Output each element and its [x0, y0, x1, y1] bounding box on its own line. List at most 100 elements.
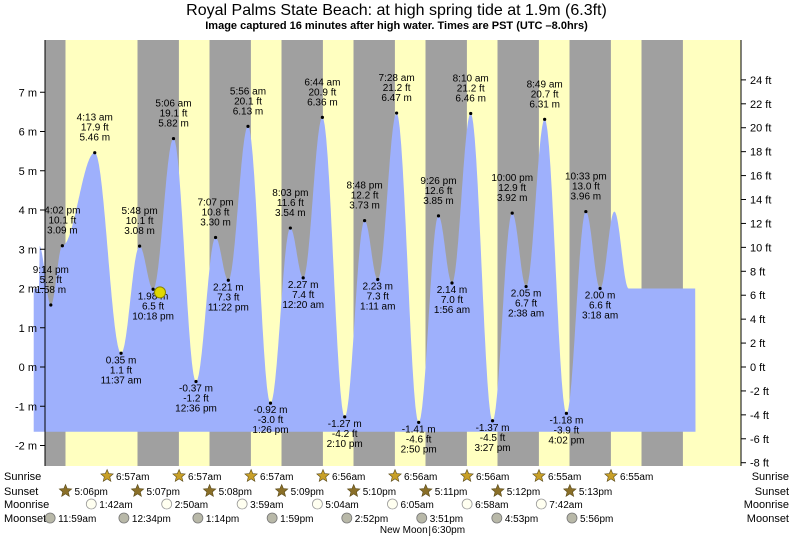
high-tide-label: 1.58 m [36, 285, 67, 296]
y-tick-label-ft: 6 ft [750, 290, 765, 302]
high-tide-point [49, 303, 53, 307]
low-tide-label: 10:18 pm [132, 311, 174, 322]
y-tick-label-m: -1 m [15, 401, 37, 413]
high-tide-point [584, 209, 588, 214]
sunset-icon [346, 483, 361, 497]
sunrise-time: 6:56am [476, 472, 509, 483]
high-tide-point [93, 151, 97, 155]
y-tick-label-ft: -8 ft [750, 458, 769, 470]
y-tick-label-ft: 12 ft [750, 218, 771, 230]
y-tick-label-m: 7 m [19, 87, 37, 99]
new-moon-label: New Moon [380, 525, 428, 536]
y-tick-label-ft: 20 ft [750, 123, 771, 135]
low-tide-label: -4.5 ft [480, 433, 506, 444]
high-tide-point [320, 115, 324, 119]
moonset-icon [192, 512, 204, 524]
low-tide-point [301, 276, 305, 280]
low-tide-label: 0.35 m [106, 355, 137, 366]
high-tide-label: 6.36 m [307, 97, 338, 108]
chart-subtitle: Image captured 16 minutes after high wat… [205, 20, 588, 32]
sunrise-icon [100, 468, 114, 482]
y-tick-label-ft: 4 ft [750, 314, 765, 326]
y-tick-label-ft: 18 ft [750, 147, 771, 159]
tide-area [33, 113, 696, 432]
moonrise-icon [387, 498, 398, 510]
sunset-icon [58, 483, 73, 497]
high-tide-label: 6.46 m [455, 93, 486, 104]
moonset-time: 4:53pm [505, 514, 538, 525]
high-tide-label: 6:44 am [304, 77, 340, 88]
tide-curve-area [33, 113, 696, 432]
sunrise-icon [460, 468, 474, 482]
moonrise-icon [535, 498, 547, 510]
y-tick-label-ft: 14 ft [750, 195, 771, 207]
low-tide-point [194, 379, 198, 384]
high-tide-label: 3.85 m [423, 196, 454, 207]
sunrise-icon [172, 468, 186, 482]
low-tide-point [417, 420, 421, 424]
high-tide-label: 13.0 ft [572, 182, 600, 193]
sunset-time: 5:07pm [147, 487, 180, 498]
moonset-icon [266, 512, 278, 524]
sunrise-icon [532, 468, 546, 482]
row-label-right: Moonset [747, 513, 789, 525]
y-tick-label-m: -2 m [15, 441, 37, 453]
high-tide-label: 6.13 m [233, 106, 264, 117]
sunset-time: 5:11pm [435, 487, 468, 498]
low-tide-point [450, 281, 454, 285]
high-tide-label: 8:49 am [527, 79, 563, 90]
high-tide-label: 3.09 m [47, 226, 78, 237]
sunrise-time: 6:55am [620, 472, 653, 483]
high-tide-label: 10.8 ft [202, 207, 230, 218]
high-tide-label: 9:26 pm [420, 176, 456, 187]
moonset-time: 2:52pm [355, 514, 388, 525]
low-tide-point [598, 286, 602, 291]
high-tide-label: 20.1 ft [234, 96, 262, 107]
y-tick-label-ft: 8 ft [750, 266, 765, 278]
y-tick-label-ft: 16 ft [750, 171, 771, 183]
high-tide-point [288, 226, 292, 230]
sunset-time: 5:09pm [291, 487, 324, 498]
low-tide-label: 2.14 m [437, 285, 468, 296]
sunset-time: 5:10pm [363, 487, 396, 498]
high-tide-label: 5:06 am [155, 99, 191, 110]
moonset-time: 11:59am [58, 514, 96, 525]
high-tide-label: 5.2 ft [40, 275, 62, 286]
low-tide-point [564, 411, 569, 415]
high-tide-label: 7:28 am [379, 73, 415, 84]
low-tide-label: 6.7 ft [515, 299, 537, 310]
low-tide-label: 2.00 m [585, 291, 616, 302]
axes: -2 m -1 m 0 m 1 m 2 m 3 m 4 m 5 m 6 m 7 m -8 ft -6 … [15, 40, 771, 470]
high-tide-label: 12.6 ft [425, 186, 453, 197]
high-tide-label: 4:02 pm [44, 206, 80, 217]
high-tide-label: 4:13 am [77, 113, 113, 124]
high-tide-label: 12.9 ft [498, 183, 526, 194]
y-tick-label-m: 4 m [19, 205, 37, 217]
low-tide-point [151, 287, 155, 291]
high-tide-label: 5:48 pm [122, 206, 158, 217]
moonset-time: 12:34pm [132, 514, 171, 525]
sunrise-icon [388, 468, 402, 482]
low-tide-label: 1:56 am [434, 305, 470, 316]
moonrise-icon [236, 498, 248, 510]
low-tide-label: 2.21 m [213, 282, 244, 293]
moonrise-time: 6:05am [400, 500, 433, 511]
low-tide-point [376, 277, 380, 282]
moonset-icon [416, 512, 428, 524]
y-tick-label-m: 2 m [19, 284, 37, 296]
sunset-time: 5:12pm [507, 487, 540, 498]
moonrise-time: 3:59am [250, 500, 283, 511]
high-tide-label: 3.54 m [275, 208, 306, 219]
high-tide-label: 8:48 pm [347, 181, 383, 192]
low-tide-point [268, 401, 273, 405]
high-tide-label: 10.1 ft [126, 216, 154, 227]
moonrise-icon [85, 498, 97, 510]
low-tide-label: 2:50 pm [401, 444, 437, 455]
high-tide-label: 10.1 ft [48, 216, 76, 227]
row-label-left: Moonrise [4, 499, 49, 511]
low-tide-label: 7.0 ft [441, 295, 463, 306]
sunrise-time: 6:56am [332, 472, 365, 483]
high-tide-label: 6.47 m [381, 93, 412, 104]
